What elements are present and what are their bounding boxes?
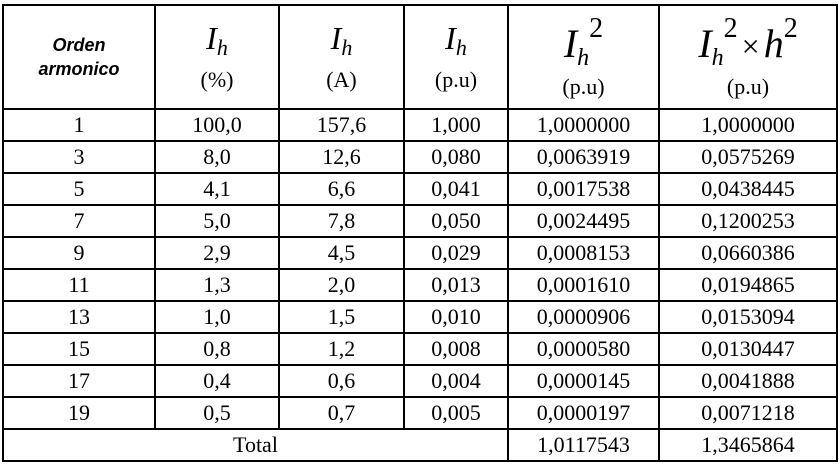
cell-ih-percent: 0,8 bbox=[154, 332, 280, 366]
header-ih-amps: Ih (A) bbox=[278, 4, 405, 110]
cell-ih2-h2: 0,1200253 bbox=[658, 204, 838, 238]
cell-ih2-h2: 0,0660386 bbox=[658, 236, 838, 270]
harmonics-table: Orden armonico Ih (%) Ih (A) Ih (p.u) Ih… bbox=[2, 4, 838, 462]
cell-ih-percent: 0,4 bbox=[154, 364, 280, 398]
cell-ih-pu: 0,050 bbox=[403, 204, 509, 238]
cell-orden: 3 bbox=[2, 140, 156, 174]
table-row: 15 0,8 1,2 0,008 0,0000580 0,0130447 bbox=[2, 332, 838, 366]
unit-percent: (%) bbox=[200, 66, 234, 92]
cell-orden: 13 bbox=[2, 300, 156, 334]
table-row: 11 1,3 2,0 0,013 0,0001610 0,0194865 bbox=[2, 268, 838, 302]
cell-ih-percent: 1,0 bbox=[154, 300, 280, 334]
cell-ih-pu: 0,004 bbox=[403, 364, 509, 398]
unit-pu: (p.u) bbox=[726, 73, 770, 99]
cell-ih-squared: 0,0001610 bbox=[507, 268, 660, 302]
header-row: Orden armonico Ih (%) Ih (A) Ih (p.u) Ih… bbox=[2, 4, 838, 110]
table-row: 9 2,9 4,5 0,029 0,0008153 0,0660386 bbox=[2, 236, 838, 270]
cell-ih-squared: 0,0017538 bbox=[507, 172, 660, 206]
ih2-h2-formula: Ih2 × h2 bbox=[698, 12, 798, 71]
cell-ih-amps: 0,6 bbox=[278, 364, 405, 398]
header-orden-armonico: Orden armonico bbox=[2, 4, 156, 110]
cell-orden: 15 bbox=[2, 332, 156, 366]
cell-ih-squared: 0,0063919 bbox=[507, 140, 660, 174]
cell-ih-pu: 0,029 bbox=[403, 236, 509, 270]
cell-ih2-h2: 0,0071218 bbox=[658, 396, 838, 430]
table-row: 19 0,5 0,7 0,005 0,0000197 0,0071218 bbox=[2, 396, 838, 430]
cell-ih-squared: 0,0000197 bbox=[507, 396, 660, 430]
ih-squared-formula: Ih2 bbox=[563, 12, 604, 71]
total-sum-ih2-h2: 1,3465864 bbox=[658, 428, 838, 462]
cell-orden: 7 bbox=[2, 204, 156, 238]
cell-ih2-h2: 0,0041888 bbox=[658, 364, 838, 398]
cell-ih-amps: 157,6 bbox=[278, 108, 405, 142]
cell-ih-amps: 12,6 bbox=[278, 140, 405, 174]
cell-ih-squared: 0,0000145 bbox=[507, 364, 660, 398]
cell-ih2-h2: 0,0438445 bbox=[658, 172, 838, 206]
cell-ih-amps: 4,5 bbox=[278, 236, 405, 270]
ih-symbol: Ih bbox=[330, 19, 353, 60]
cell-ih-amps: 1,2 bbox=[278, 332, 405, 366]
cell-ih-pu: 0,008 bbox=[403, 332, 509, 366]
cell-ih2-h2: 1,0000000 bbox=[658, 108, 838, 142]
total-row: Total 1,0117543 1,3465864 bbox=[2, 428, 838, 462]
table-row: 3 8,0 12,6 0,080 0,0063919 0,0575269 bbox=[2, 140, 838, 174]
cell-orden: 9 bbox=[2, 236, 156, 270]
header-ih-pu: Ih (p.u) bbox=[403, 4, 509, 110]
cell-ih-percent: 2,9 bbox=[154, 236, 280, 270]
cell-ih-squared: 1,0000000 bbox=[507, 108, 660, 142]
cell-ih-pu: 1,000 bbox=[403, 108, 509, 142]
table-row: 1 100,0 157,6 1,000 1,0000000 1,0000000 bbox=[2, 108, 838, 142]
cell-ih2-h2: 0,0194865 bbox=[658, 268, 838, 302]
header-orden-label: Orden armonico bbox=[4, 33, 154, 81]
ih-symbol: Ih bbox=[206, 19, 228, 60]
cell-orden: 17 bbox=[2, 364, 156, 398]
cell-ih-amps: 0,7 bbox=[278, 396, 405, 430]
cell-ih-pu: 0,080 bbox=[403, 140, 509, 174]
header-orden-line1: Orden bbox=[52, 35, 106, 55]
cell-ih-squared: 0,0024495 bbox=[507, 204, 660, 238]
unit-pu: (p.u) bbox=[434, 66, 478, 92]
cell-ih2-h2: 0,0153094 bbox=[658, 300, 838, 334]
cell-ih-squared: 0,0008153 bbox=[507, 236, 660, 270]
table-row: 17 0,4 0,6 0,004 0,0000145 0,0041888 bbox=[2, 364, 838, 398]
cell-ih-percent: 1,3 bbox=[154, 268, 280, 302]
cell-ih-squared: 0,0000906 bbox=[507, 300, 660, 334]
ih-symbol: Ih bbox=[445, 19, 467, 60]
cell-ih-pu: 0,013 bbox=[403, 268, 509, 302]
header-orden-line2: armonico bbox=[38, 59, 120, 79]
cell-ih-percent: 100,0 bbox=[154, 108, 280, 142]
cell-ih-amps: 2,0 bbox=[278, 268, 405, 302]
cell-ih-pu: 0,005 bbox=[403, 396, 509, 430]
total-sum-ih-squared: 1,0117543 bbox=[507, 428, 660, 462]
table-body: 1 100,0 157,6 1,000 1,0000000 1,0000000 3 8,0 12… bbox=[2, 108, 838, 430]
header-ih-squared: Ih2 (p.u) bbox=[507, 4, 660, 110]
cell-ih-amps: 1,5 bbox=[278, 300, 405, 334]
cell-ih-squared: 0,0000580 bbox=[507, 332, 660, 366]
table-row: 5 4,1 6,6 0,041 0,0017538 0,0438445 bbox=[2, 172, 838, 206]
header-ih-percent: Ih (%) bbox=[154, 4, 280, 110]
cell-ih-pu: 0,010 bbox=[403, 300, 509, 334]
total-label: Total bbox=[2, 428, 509, 462]
cell-orden: 5 bbox=[2, 172, 156, 206]
header-ih-squared-times-h-squared: Ih2 × h2 (p.u) bbox=[658, 4, 838, 110]
unit-amps: (A) bbox=[326, 66, 357, 92]
cell-ih-percent: 8,0 bbox=[154, 140, 280, 174]
cell-ih-percent: 5,0 bbox=[154, 204, 280, 238]
cell-ih2-h2: 0,0575269 bbox=[658, 140, 838, 174]
table-row: 13 1,0 1,5 0,010 0,0000906 0,0153094 bbox=[2, 300, 838, 334]
cell-ih-amps: 6,6 bbox=[278, 172, 405, 206]
cell-ih-percent: 4,1 bbox=[154, 172, 280, 206]
cell-ih-percent: 0,5 bbox=[154, 396, 280, 430]
cell-ih2-h2: 0,0130447 bbox=[658, 332, 838, 366]
cell-orden: 11 bbox=[2, 268, 156, 302]
cell-orden: 19 bbox=[2, 396, 156, 430]
cell-ih-amps: 7,8 bbox=[278, 204, 405, 238]
table-row: 7 5,0 7,8 0,050 0,0024495 0,1200253 bbox=[2, 204, 838, 238]
cell-orden: 1 bbox=[2, 108, 156, 142]
cell-ih-pu: 0,041 bbox=[403, 172, 509, 206]
unit-pu: (p.u) bbox=[562, 73, 605, 99]
